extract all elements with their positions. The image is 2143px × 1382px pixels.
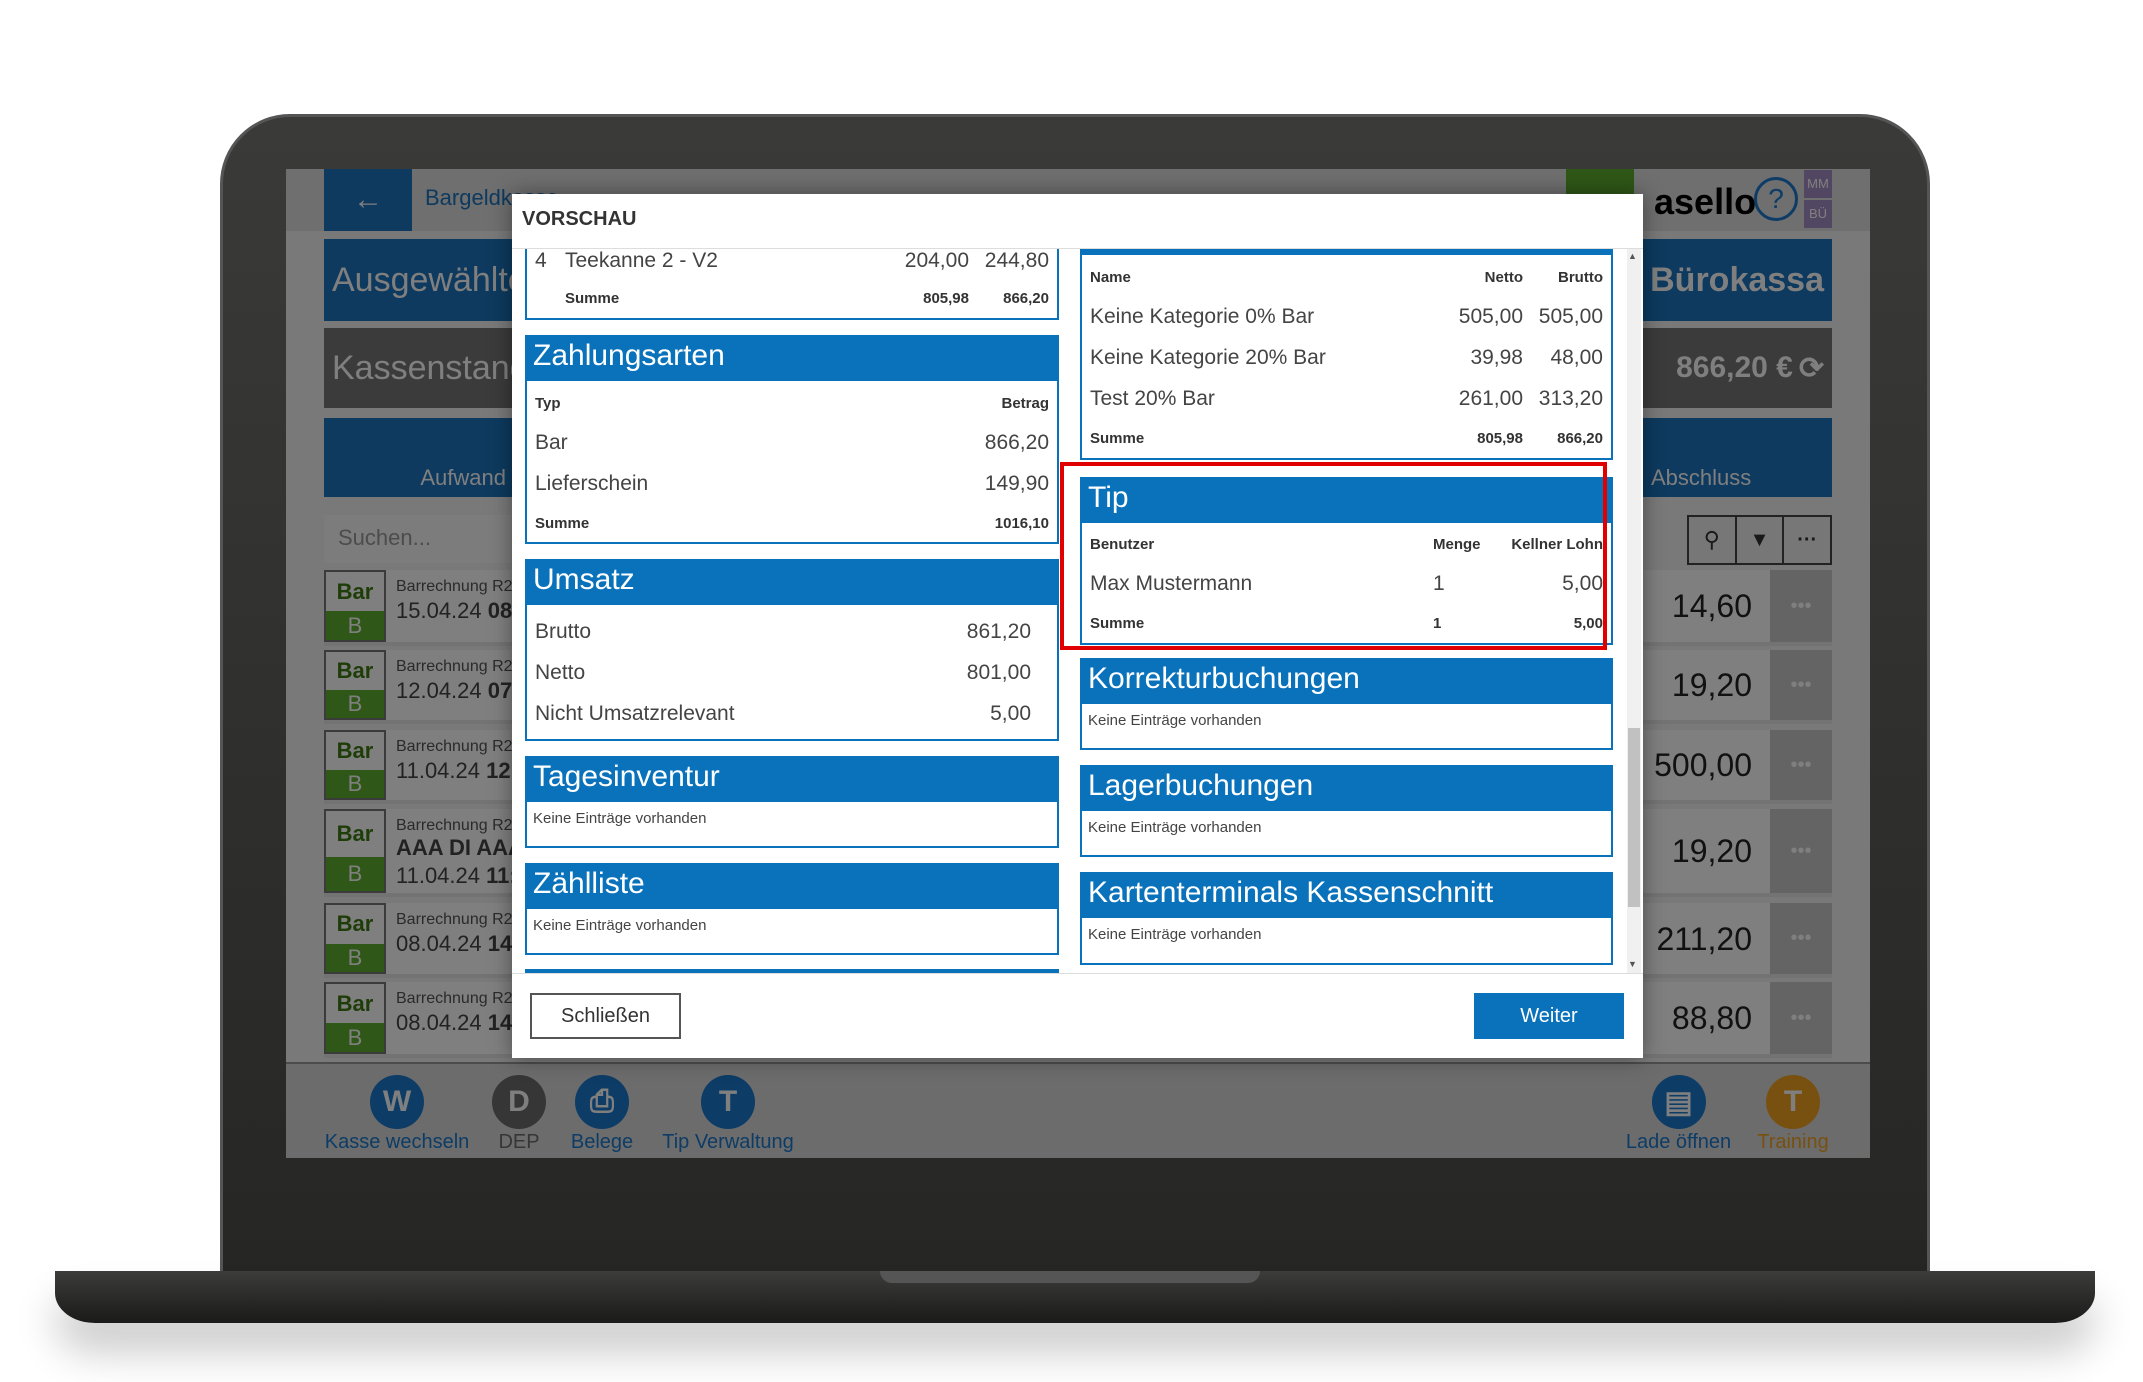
preview-scroll-area[interactable]: 4 Teekanne 2 - V2 204,00 244,80 Summe 805,98… [512,249,1643,973]
divider [512,248,1643,249]
scroll-up-icon[interactable]: ▲ [1628,251,1637,261]
sum-row: Summe 805,98 866,20 [565,289,1049,307]
table-row: Bar 866,20 [535,430,1049,454]
next-button[interactable]: Weiter [1474,993,1624,1039]
table-header: Benutzer Menge Kellner Lohn [1090,536,1603,553]
articles-section: 4 Teekanne 2 - V2 204,00 244,80 Summe 805,98… [525,249,1059,320]
empty-text: Keine Einträge vorhanden [1088,712,1262,729]
section-title: Zahlungsarten [527,335,1057,381]
table-row: Keine Kategorie 20% Bar 39,98 48,00 [1090,345,1603,369]
app-screen: ← Bargeldkasse asello ? MM BÜ Ausgewählt… [286,169,1870,1158]
table-row: Max Mustermann 1 5,00 [1090,571,1603,595]
empty-text: Keine Einträge vorhanden [533,917,707,934]
section-title: Umsatz [527,559,1057,605]
table-row: Nicht Umsatzrelevant 5,00 [535,701,1031,725]
dialog-title: VORSCHAU [522,208,637,230]
section-title: Korrekturbuchungen [1082,658,1611,704]
table-row: Netto 801,00 [535,660,1031,684]
laptop-notch [880,1271,1260,1283]
empty-text: Keine Einträge vorhanden [1088,819,1262,836]
table-row: 4 Teekanne 2 - V2 204,00 244,80 [535,249,1049,272]
table-header: Typ Betrag [535,395,1049,412]
section-title: Tip [1082,477,1611,523]
countlist-section: Zählliste Keine Einträge vorhanden [525,863,1059,955]
payments-section: Zahlungsarten Typ Betrag Bar 866,20 Liefer… [525,335,1059,544]
revenue-section: Umsatz Brutto 861,20 Netto 801,00 Nicht Um… [525,559,1059,741]
sum-row: Summe 1016,10 [535,514,1049,532]
section-title: Kartenterminals Kassenschnitt [1082,872,1611,918]
sum-row: Summe 805,98 866,20 [1090,429,1603,447]
section-title: Tagesinventur [527,756,1057,802]
empty-text: Keine Einträge vorhanden [1088,926,1262,943]
highlight-box [1060,462,1607,650]
table-header: Name Netto Brutto [1090,269,1603,286]
section-title: Zählliste [527,863,1057,909]
sum-row: Summe 1 5,00 [1090,614,1603,632]
scrollbar-thumb[interactable] [1628,728,1640,907]
table-row: Brutto 861,20 [535,619,1031,643]
scroll-down-icon[interactable]: ▼ [1628,959,1637,969]
section-title: Lagerbuchungen [1082,765,1611,811]
divider [512,973,1643,974]
inventory-section: Tagesinventur Keine Einträge vorhanden [525,756,1059,848]
empty-text: Keine Einträge vorhanden [533,810,707,827]
stock-section: Lagerbuchungen Keine Einträge vorhanden [1080,765,1613,857]
table-row: Test 20% Bar 261,00 313,20 [1090,386,1603,410]
categories-section: Name Netto Brutto Keine Kategorie 0% Bar 50… [1080,249,1613,460]
table-row: Lieferschein 149,90 [535,471,1049,495]
next-section [525,969,1059,973]
section-title [1082,249,1611,255]
table-row: Keine Kategorie 0% Bar 505,00 505,00 [1090,304,1603,328]
terminals-section: Kartenterminals Kassenschnitt Keine Eint… [1080,872,1613,965]
close-button[interactable]: Schließen [530,993,681,1039]
tip-section: Tip Benutzer Menge Kellner Lohn Max Muster… [1080,477,1613,645]
preview-dialog: VORSCHAU 4 Teekanne 2 - V2 204,00 244,80 Su… [512,194,1643,1058]
corrections-section: Korrekturbuchungen Keine Einträge vorhan… [1080,658,1613,750]
